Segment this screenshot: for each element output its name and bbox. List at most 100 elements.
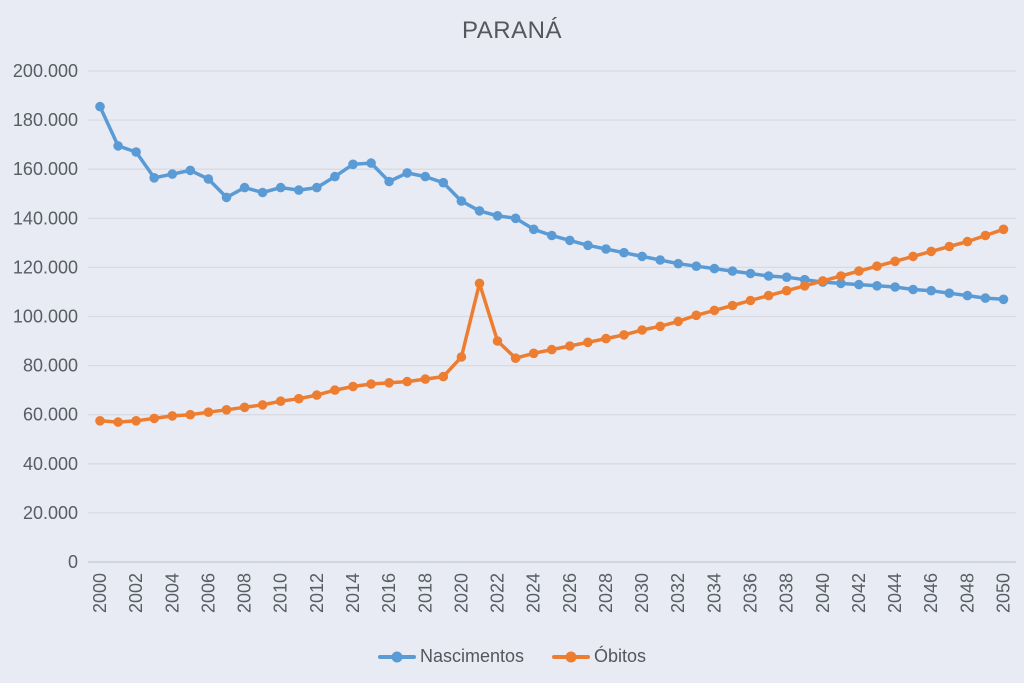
x-axis-tick-label: 2020: [451, 573, 471, 613]
legend-line-marker-swatch: [377, 651, 416, 662]
obitos-marker-2045: [908, 251, 918, 262]
x-axis-labels: 2000 2002 2004 2006 2008 2010 2012 2014 2016 2018…: [90, 573, 1014, 613]
nascimentos-marker-2020: [456, 196, 467, 206]
obitos-marker-2036: [745, 295, 756, 306]
obitos-marker-2030: [637, 325, 647, 335]
x-axis-tick-label: 2004: [162, 573, 182, 613]
obitos-marker-2016: [384, 378, 394, 388]
nascimentos-marker-2011: [294, 185, 304, 195]
series-obitos: [95, 224, 1009, 427]
legend-label: Nascimentos: [419, 646, 524, 666]
obitos-marker-2024: [528, 348, 539, 359]
x-axis-tick-label: 2036: [741, 573, 761, 613]
obitos-marker-2021: [474, 278, 485, 289]
nascimentos-marker-2017: [402, 168, 413, 178]
nascimentos-marker-2010: [275, 182, 286, 193]
nascimentos-marker-2024: [528, 224, 539, 235]
legend-marker-dot-icon: [565, 651, 577, 662]
x-axis-tick-label: 2046: [921, 573, 941, 613]
x-axis-tick-label: 2028: [596, 573, 616, 613]
y-axis-tick-label: 80.000: [23, 356, 78, 376]
x-axis-tick-label: 2042: [849, 573, 869, 613]
nascimentos-marker-2003: [149, 173, 159, 183]
nascimentos-marker-2044: [890, 282, 900, 292]
obitos-marker-2025: [547, 344, 557, 355]
obitos-marker-2022: [492, 336, 503, 346]
obitos-marker-2004: [167, 411, 178, 421]
x-axis-tick-label: 2038: [777, 573, 797, 613]
nascimentos-marker-2036: [745, 268, 756, 279]
obitos-marker-2013: [330, 385, 340, 395]
x-axis-tick-label: 2026: [560, 573, 580, 613]
obitos-marker-2044: [890, 256, 900, 267]
y-axis-tick-label: 200.000: [13, 61, 78, 81]
nascimentos-marker-2047: [944, 288, 955, 299]
nascimentos-marker-2022: [492, 211, 503, 221]
nascimentos-marker-2030: [637, 251, 647, 262]
x-axis-tick-label: 2034: [704, 573, 724, 613]
nascimentos-marker-2002: [131, 147, 141, 157]
obitos-marker-2003: [149, 413, 159, 424]
obitos-marker-2047: [944, 241, 955, 252]
nascimentos-marker-2043: [872, 281, 882, 291]
obitos-marker-2029: [619, 330, 629, 340]
x-axis-tick-label: 2016: [379, 573, 399, 613]
x-axis-tick-label: 2030: [632, 573, 652, 613]
y-axis-tick-label: 100.000: [13, 307, 78, 327]
obitos-marker-2037: [763, 290, 774, 301]
series-nascimentos: [95, 101, 1009, 305]
x-axis-tick-label: 2032: [668, 573, 688, 613]
nascimentos-marker-2027: [583, 240, 593, 251]
x-axis-tick-label: 2000: [90, 573, 110, 613]
nascimentos-marker-2004: [167, 169, 178, 179]
x-axis-tick-label: 2050: [994, 573, 1014, 613]
obitos-marker-2026: [565, 341, 575, 351]
obitos-marker-2049: [980, 230, 991, 241]
obitos-marker-2007: [221, 405, 232, 415]
obitos-marker-2017: [402, 376, 413, 387]
nascimentos-marker-2006: [203, 174, 214, 184]
nascimentos-marker-2049: [980, 293, 991, 303]
obitos-marker-2018: [420, 374, 431, 384]
legend-item-obitos: Óbitos: [552, 646, 646, 667]
nascimentos-marker-2008: [239, 182, 250, 193]
nascimentos-marker-2026: [565, 235, 575, 246]
obitos-marker-2015: [366, 379, 376, 389]
obitos-marker-2009: [257, 400, 268, 410]
y-axis-tick-label: 140.000: [13, 208, 78, 228]
legend-item-nascimentos: Nascimentos: [377, 646, 524, 667]
obitos-marker-2019: [438, 371, 449, 382]
nascimentos-marker-2041: [836, 278, 846, 289]
obitos-marker-2041: [836, 271, 846, 281]
nascimentos-marker-2042: [854, 279, 864, 290]
obitos-marker-2027: [583, 337, 593, 348]
obitos-marker-2008: [239, 402, 250, 413]
y-gridlines: [88, 70, 1016, 563]
x-axis-tick-label: 2014: [343, 573, 363, 613]
x-axis-tick-label: 2024: [524, 573, 544, 613]
nascimentos-marker-2023: [510, 213, 521, 224]
nascimentos-marker-2035: [727, 266, 738, 276]
chart-legend: Nascimentos Óbitos: [0, 646, 1024, 667]
obitos-marker-2005: [185, 409, 196, 420]
x-axis-tick-label: 2048: [957, 573, 977, 613]
y-axis-tick-label: 20.000: [23, 503, 78, 523]
obitos-marker-2023: [510, 353, 521, 364]
y-axis-tick-label: 40.000: [23, 454, 78, 474]
nascimentos-marker-2019: [438, 177, 449, 188]
legend-label: Óbitos: [594, 646, 647, 666]
x-axis-tick-label: 2010: [271, 573, 291, 613]
nascimentos-marker-2032: [673, 258, 683, 269]
nascimentos-marker-2048: [962, 290, 973, 301]
nascimentos-marker-2037: [763, 271, 774, 281]
obitos-marker-2010: [275, 396, 286, 407]
nascimentos-marker-2012: [312, 182, 322, 193]
obitos-marker-2002: [131, 416, 141, 426]
chart-title: PARANÁ: [462, 17, 562, 44]
y-axis-tick-label: 120.000: [13, 257, 78, 277]
obitos-marker-2033: [691, 310, 702, 321]
obitos-marker-2040: [818, 276, 828, 286]
y-axis-tick-label: 60.000: [23, 405, 78, 425]
nascimentos-marker-2013: [330, 171, 340, 182]
y-axis-tick-label: 160.000: [13, 159, 78, 179]
